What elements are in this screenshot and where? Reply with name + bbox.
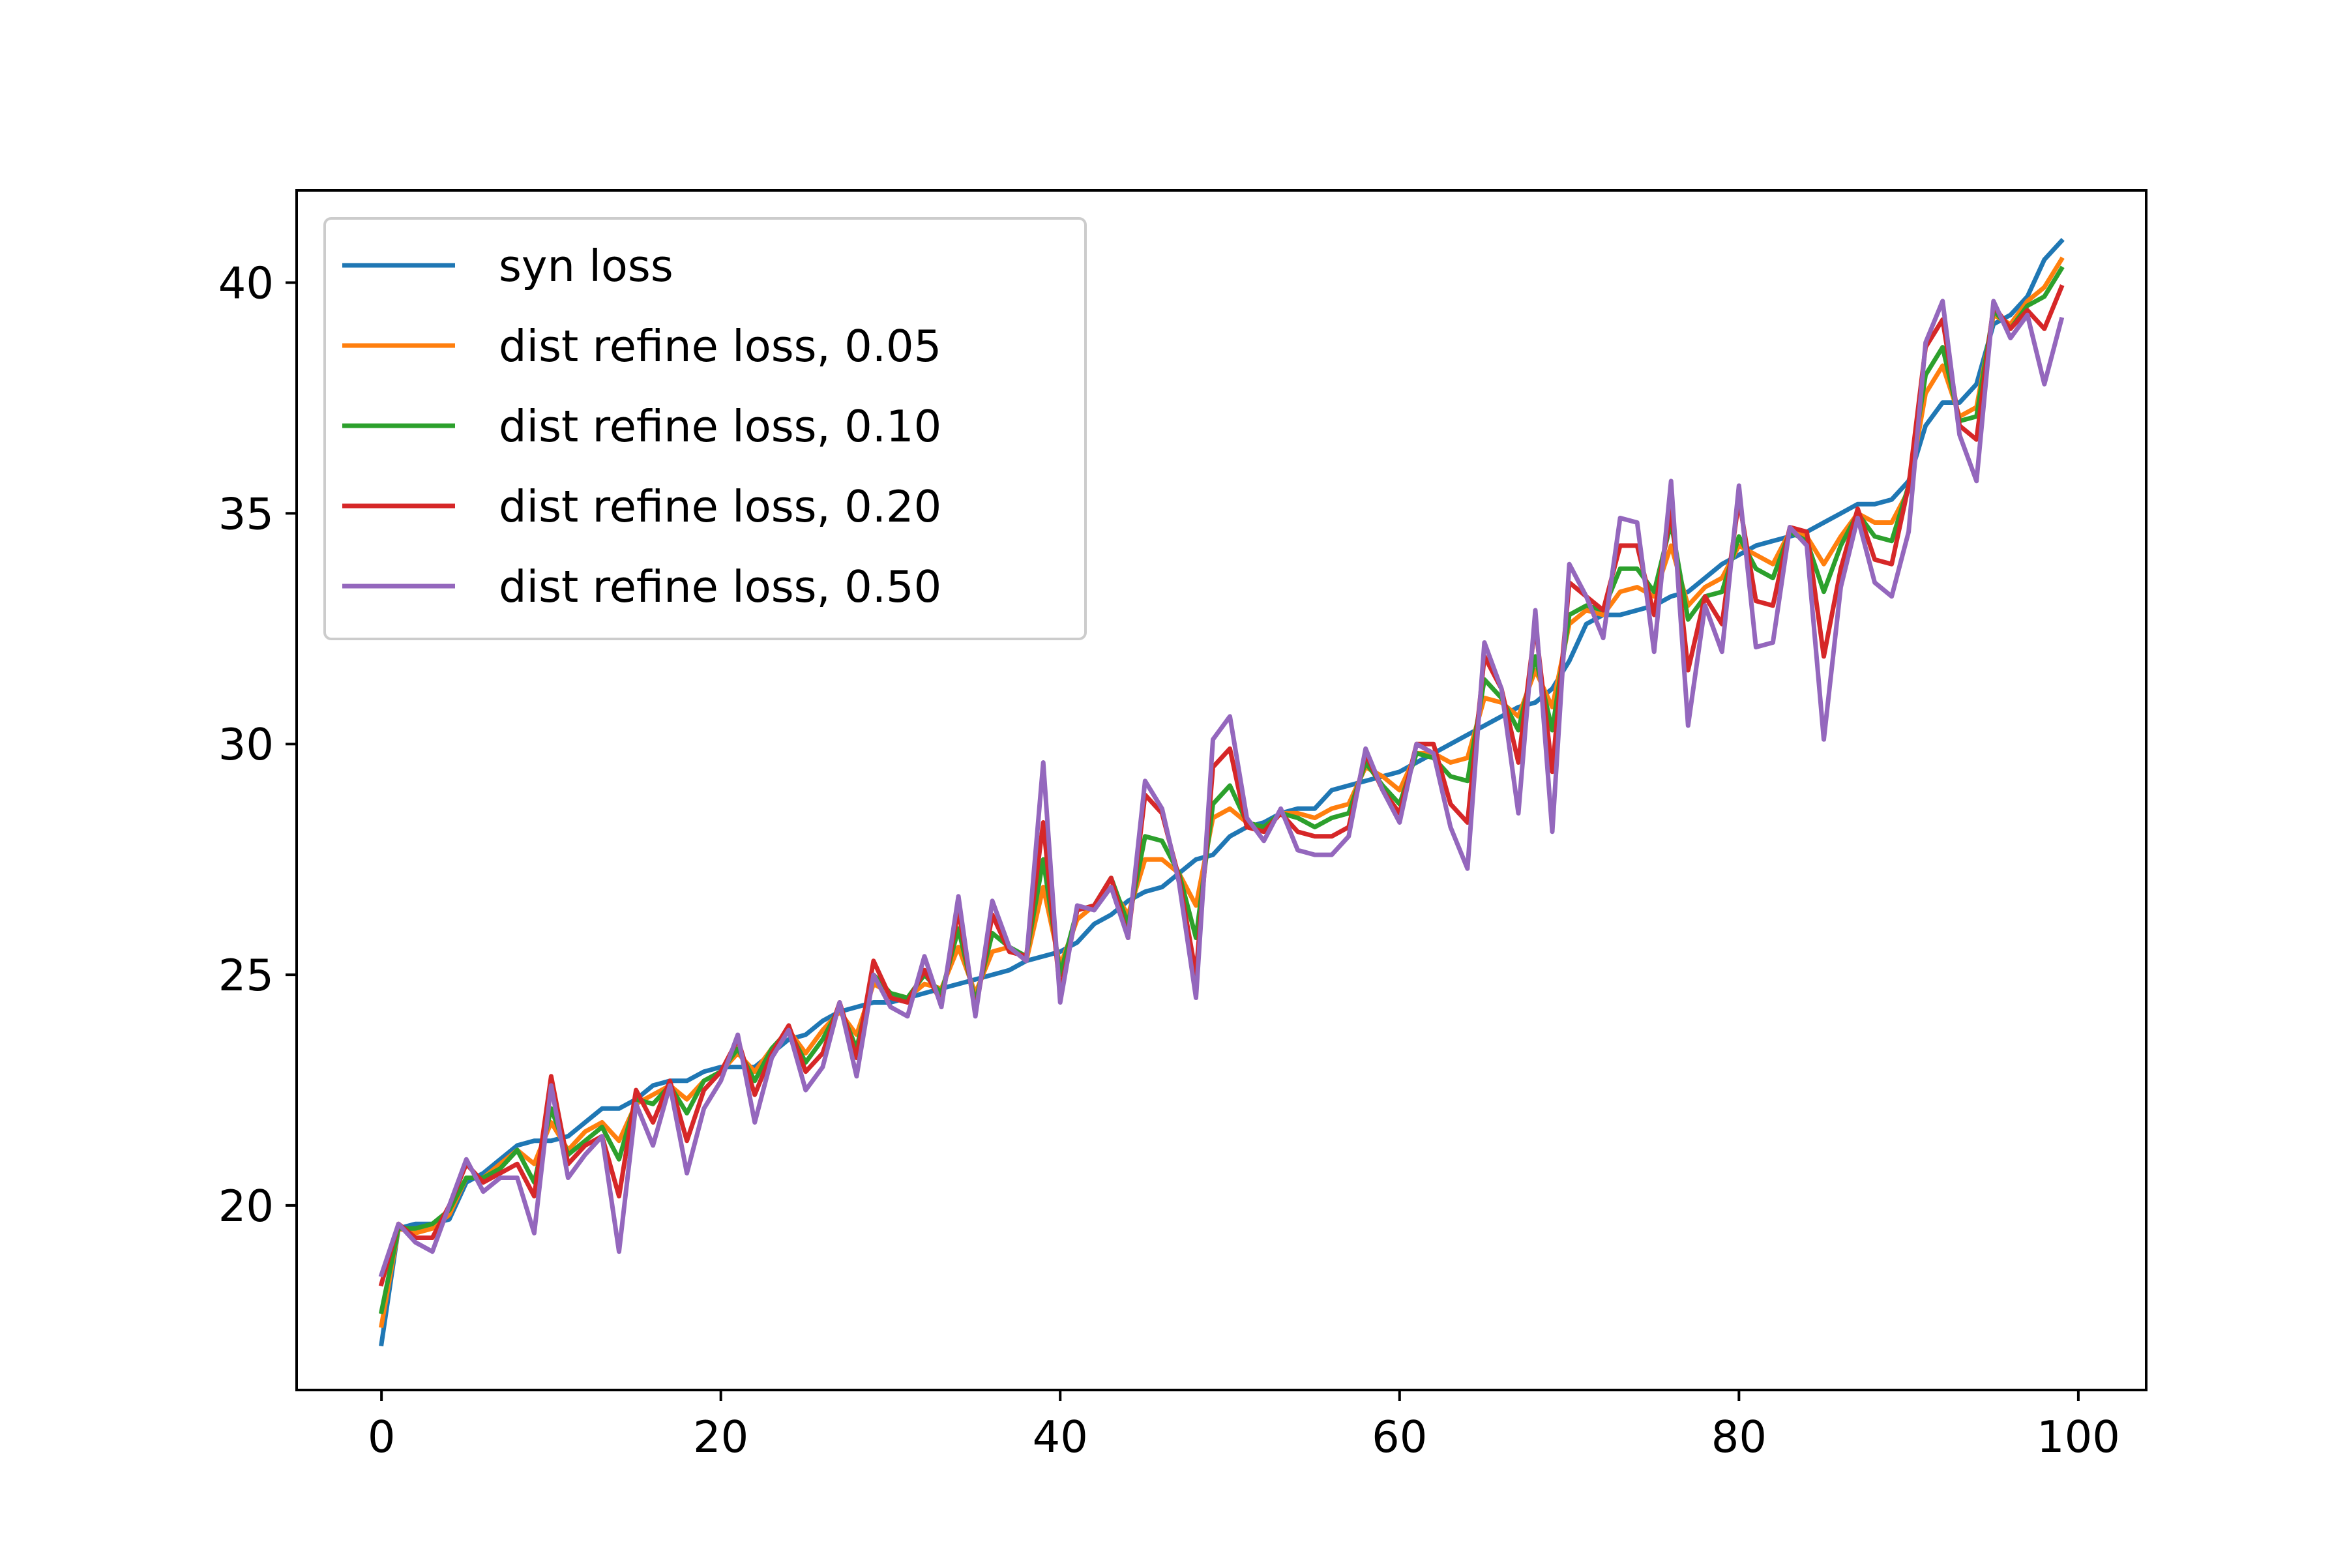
y-tick-label-4: 40	[218, 258, 274, 309]
series-line-1	[379, 256, 2065, 1328]
legend-label-2: dist refine loss, 0.10	[499, 401, 941, 452]
plot-area	[378, 237, 2065, 1347]
legend-label-0: syn loss	[499, 241, 673, 291]
legend-box	[323, 217, 1087, 640]
legend-label-3: dist refine loss, 0.20	[499, 481, 941, 532]
legend-label-4: dist refine loss, 0.50	[499, 561, 941, 612]
y-tick-label-3: 35	[218, 488, 274, 539]
axis-ticks: 0 20 40 60 80 100 20 25 30 35 40	[218, 258, 2120, 1462]
x-tick-label-0: 0	[368, 1412, 396, 1462]
y-tick-label-2: 30	[218, 719, 274, 770]
series-line-0	[379, 237, 2065, 1347]
legend-label-1: dist refine loss, 0.05	[499, 321, 941, 372]
y-tick-label-1: 25	[218, 950, 274, 1001]
legend: syn loss dist refine loss, 0.05 dist refin…	[323, 217, 1087, 640]
series-line-3	[378, 284, 2065, 1287]
series-line-2	[378, 265, 2065, 1314]
x-tick-label-4: 80	[1711, 1412, 1767, 1462]
y-tick-label-0: 20	[218, 1181, 274, 1232]
x-tick-label-3: 60	[1372, 1412, 1427, 1462]
x-tick-label-5: 100	[2037, 1412, 2120, 1462]
series-line-4	[378, 299, 2065, 1278]
axes-frame	[295, 189, 2148, 1391]
x-tick-label-1: 20	[693, 1412, 748, 1462]
x-tick-label-2: 40	[1033, 1412, 1088, 1462]
